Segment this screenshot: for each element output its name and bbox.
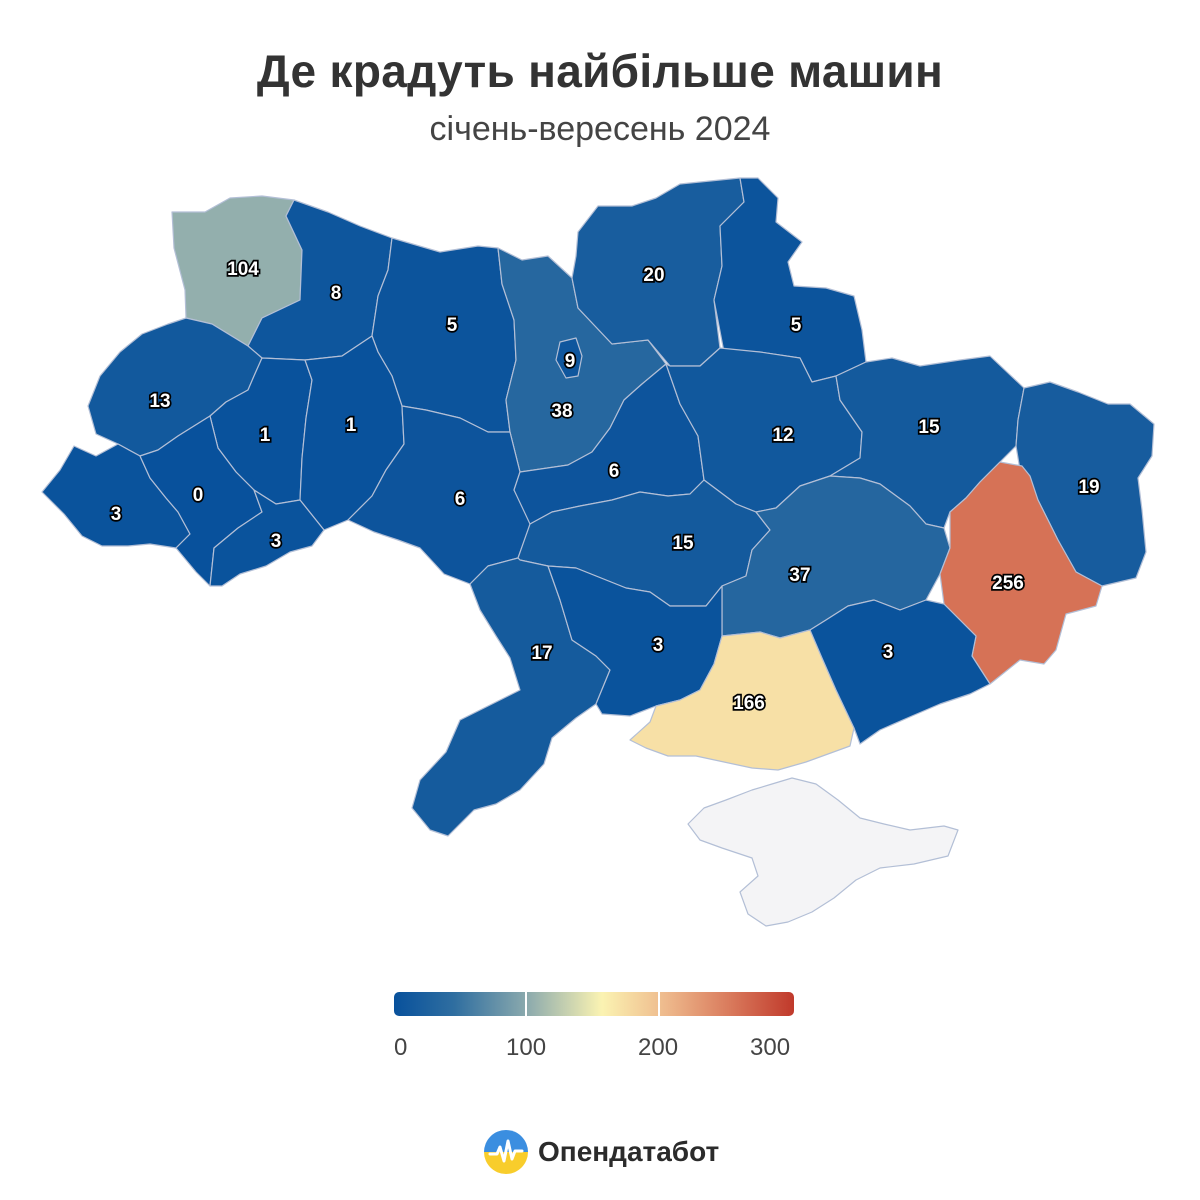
value-label-sumy: 5 bbox=[791, 315, 802, 336]
ukraine-choropleth-map: 104 8 5 38 9 20 5 13 1 1 6 6 12 15 19 3 … bbox=[41, 177, 1155, 927]
value-label-odesa: 17 bbox=[531, 643, 552, 664]
value-label-zhytomyr: 5 bbox=[447, 315, 458, 336]
value-label-chernihiv: 20 bbox=[643, 265, 664, 286]
value-label-poltava: 12 bbox=[772, 425, 793, 446]
map-title: Де крадуть найбільше машин bbox=[256, 45, 944, 97]
value-label-chernivtsi: 3 bbox=[271, 531, 282, 552]
value-label-volyn: 104 bbox=[227, 259, 259, 280]
legend-label-200: 200 bbox=[638, 1034, 679, 1061]
value-label-kyiv-oblast: 38 bbox=[551, 401, 572, 422]
brand-name: Опендатабот bbox=[538, 1136, 720, 1167]
value-label-lviv: 13 bbox=[149, 391, 170, 412]
value-label-dnipropetrovsk: 37 bbox=[789, 565, 810, 586]
region-crimea[interactable] bbox=[687, 777, 959, 927]
legend-separator bbox=[658, 992, 660, 1016]
value-label-rivne: 8 bbox=[331, 283, 342, 304]
legend-label-300: 300 bbox=[750, 1034, 791, 1061]
value-label-kharkiv: 15 bbox=[918, 417, 940, 438]
value-label-luhansk: 19 bbox=[1078, 477, 1099, 498]
value-label-kherson: 166 bbox=[733, 693, 765, 714]
value-label-ivano-frankivsk: 0 bbox=[193, 485, 204, 506]
opendatabot-logo-icon bbox=[484, 1130, 528, 1174]
brand-logo: Опендатабот bbox=[484, 1128, 719, 1176]
legend-separator bbox=[525, 992, 527, 1016]
value-label-kirovohrad: 15 bbox=[672, 533, 694, 554]
value-label-mykolaiv: 3 bbox=[653, 635, 664, 656]
value-label-zakarpattia: 3 bbox=[111, 504, 122, 525]
region-kyiv-city[interactable] bbox=[555, 337, 583, 379]
value-label-khmelnytskyi: 1 bbox=[346, 415, 357, 436]
value-label-ternopil: 1 bbox=[260, 425, 271, 446]
color-scale-legend bbox=[394, 992, 794, 1016]
legend-label-0: 0 bbox=[394, 1034, 408, 1061]
value-label-kyiv-city: 9 bbox=[565, 351, 576, 372]
legend-label-100: 100 bbox=[506, 1034, 547, 1061]
map-subtitle: січень-вересень 2024 bbox=[429, 110, 771, 148]
region-chernivtsi[interactable] bbox=[209, 489, 325, 587]
value-label-vinnytsia: 6 bbox=[455, 489, 466, 510]
value-label-cherkasy: 6 bbox=[609, 461, 620, 482]
region-zaporizhzhia[interactable] bbox=[809, 599, 991, 745]
value-label-zaporizhzhia: 3 bbox=[883, 642, 894, 663]
value-label-donetsk: 256 bbox=[992, 573, 1024, 594]
